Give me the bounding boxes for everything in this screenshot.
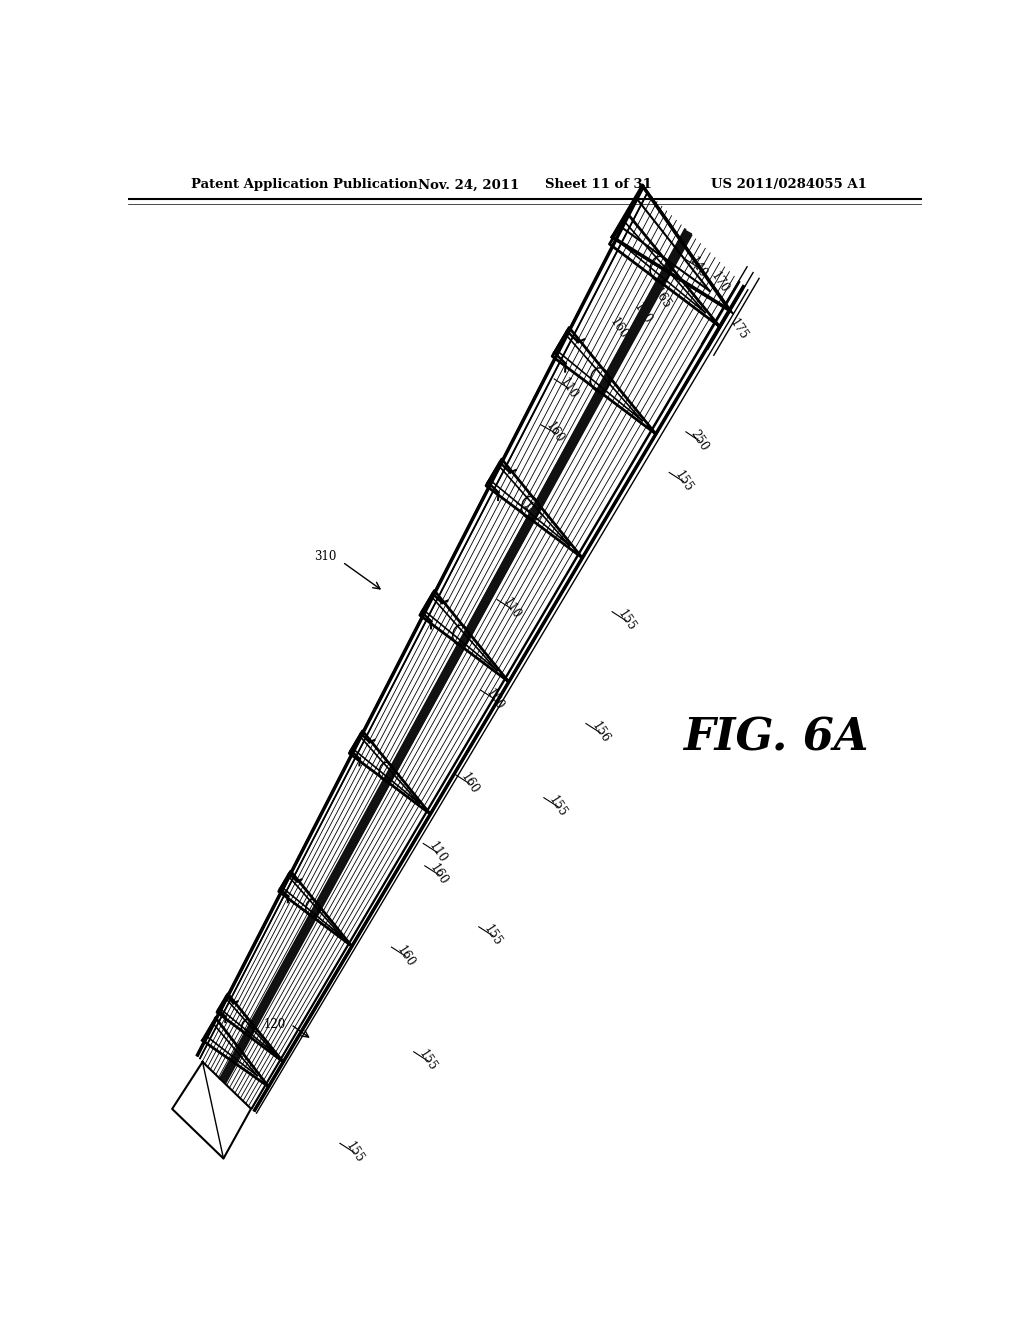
Text: 155: 155 [481, 923, 505, 949]
Text: 310: 310 [313, 550, 336, 564]
Text: 160: 160 [607, 315, 630, 341]
Text: Nov. 24, 2011: Nov. 24, 2011 [418, 178, 519, 191]
Text: 155: 155 [417, 1048, 439, 1074]
Text: 140: 140 [686, 255, 710, 280]
Text: Sheet 11 of 31: Sheet 11 of 31 [545, 178, 651, 191]
Text: 110: 110 [426, 840, 449, 866]
Text: 170: 170 [708, 269, 731, 296]
Text: 175: 175 [727, 317, 751, 342]
Text: 155: 155 [343, 1139, 366, 1166]
Text: 160: 160 [519, 499, 543, 525]
Text: 160: 160 [458, 771, 481, 796]
Text: 120: 120 [264, 1018, 286, 1031]
Text: FIG. 6A: FIG. 6A [684, 717, 869, 759]
Text: Patent Application Publication: Patent Application Publication [191, 178, 418, 191]
Text: 110: 110 [500, 595, 523, 622]
Text: 165: 165 [650, 285, 673, 312]
Text: 160: 160 [394, 944, 418, 969]
Text: 155: 155 [672, 469, 695, 495]
Text: 156: 156 [589, 719, 611, 746]
Text: 155: 155 [547, 793, 569, 820]
Text: US 2011/0284055 A1: US 2011/0284055 A1 [712, 178, 867, 191]
Text: 160: 160 [483, 686, 506, 711]
Text: 160: 160 [544, 420, 566, 446]
Text: 150: 150 [631, 301, 653, 327]
Text: 110: 110 [557, 375, 580, 401]
Text: 160: 160 [428, 862, 451, 888]
Text: 155: 155 [614, 609, 638, 634]
Text: 250: 250 [688, 428, 711, 454]
